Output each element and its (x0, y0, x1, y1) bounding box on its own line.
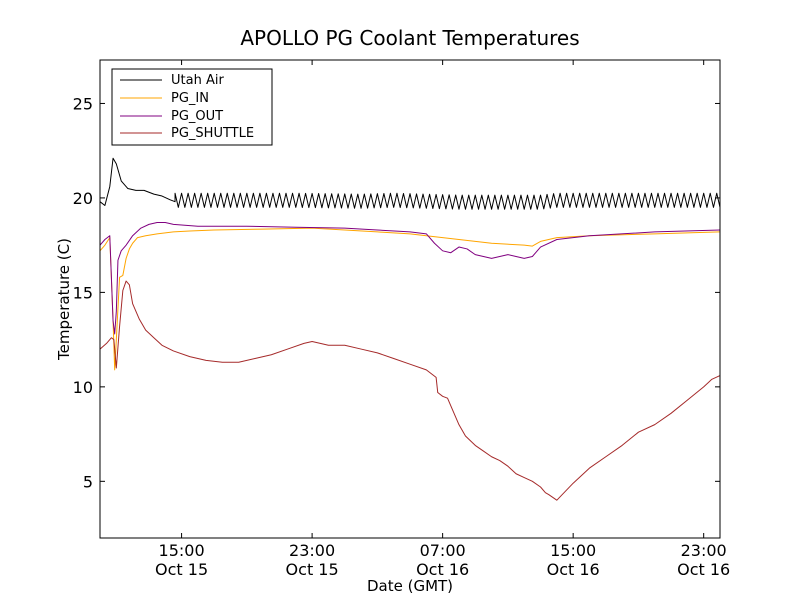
x-tick-label-time: 15:00 (550, 541, 596, 560)
legend-label-pg-shuttle: PG_SHUTTLE (171, 126, 254, 141)
chart-title: APOLLO PG Coolant Temperatures (240, 26, 579, 50)
legend-label-utah-air: Utah Air (171, 73, 224, 88)
series-line-pg-out (99, 221, 721, 335)
x-tick-label-time: 07:00 (420, 541, 466, 560)
series-line-pg-shuttle (99, 280, 721, 501)
x-tick-label-date: Oct 16 (677, 560, 730, 579)
y-tick-label: 25 (73, 94, 93, 113)
legend: Utah Air PG_IN PG_OUT PG_SHUTTLE (111, 68, 273, 146)
y-tick-label: 10 (73, 378, 93, 397)
x-tick-label-date: Oct 16 (547, 560, 600, 579)
plot-frame (99, 59, 721, 539)
x-tick-label-date: Oct 15 (155, 560, 208, 579)
series-line-pg-in (99, 227, 721, 371)
legend-label-pg-in: PG_IN (171, 91, 209, 106)
series-line-utah-air (99, 157, 721, 210)
x-tick-label-time: 23:00 (681, 541, 727, 560)
x-axis-label: Date (GMT) (367, 577, 453, 595)
x-tick-label-time: 15:00 (159, 541, 205, 560)
y-tick-label: 5 (83, 472, 93, 491)
series-layer (99, 157, 721, 501)
x-tick-label-date: Oct 15 (286, 560, 339, 579)
legend-label-pg-out: PG_OUT (171, 109, 223, 124)
x-tick-label-date: Oct 16 (416, 560, 469, 579)
legend-box (111, 68, 273, 146)
y-tick-label: 20 (73, 189, 93, 208)
y-axis-label: Temperature (C) (55, 238, 73, 361)
x-tick-label-time: 23:00 (289, 541, 335, 560)
y-tick-label: 15 (73, 283, 93, 302)
